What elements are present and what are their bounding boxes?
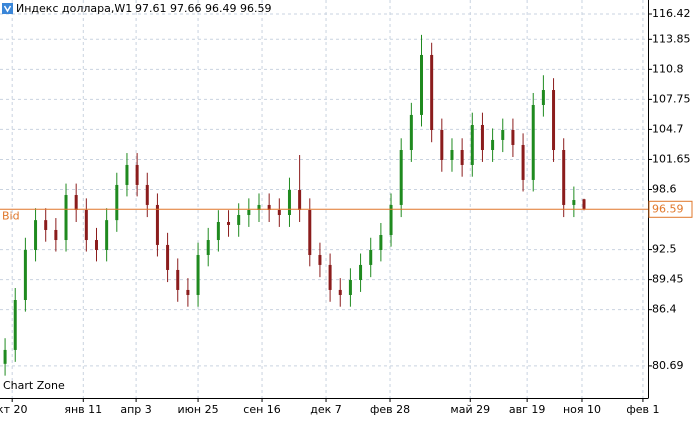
candle-body (582, 199, 586, 210)
y-tick-label: 110.8 (652, 62, 684, 75)
candle-body (277, 209, 281, 216)
low-value: 96.49 (205, 2, 237, 15)
candle-body (166, 244, 170, 270)
candle-body (196, 254, 200, 295)
candle-body (318, 254, 322, 265)
candle-body (389, 204, 393, 235)
x-tick-label: май 29 (450, 403, 490, 416)
y-tick-label: 101.65 (652, 152, 691, 165)
candle-body (541, 90, 545, 105)
y-tick-label: 107.75 (652, 92, 691, 105)
x-tick-label: ноя 10 (563, 403, 601, 416)
x-tick-label: дек 7 (310, 403, 342, 416)
candle-body (298, 189, 302, 210)
candle-body (3, 349, 7, 364)
y-tick-label: 98.6 (652, 182, 677, 195)
y-tick-label: 113.85 (652, 32, 691, 45)
candle-body (338, 289, 342, 295)
y-tick-label: 80.69 (652, 359, 684, 372)
bid-label: Bid (2, 209, 20, 222)
header: Индекс доллара,W1 97.61 97.66 96.49 96.5… (2, 2, 272, 15)
candle-body (23, 249, 27, 301)
x-tick-label: фев 28 (370, 403, 410, 416)
candle-body (359, 264, 363, 281)
candle-body (186, 289, 190, 295)
x-tick-label: апр 3 (120, 403, 151, 416)
candle-body (247, 209, 251, 216)
candle-body (115, 184, 119, 221)
candle-body (491, 139, 495, 151)
candle-body (176, 269, 180, 290)
candle-body (501, 130, 505, 140)
candle-body (409, 114, 413, 151)
y-tick-label: 89.45 (652, 273, 684, 286)
candle-body (450, 150, 454, 160)
y-tick-label: 86.4 (652, 303, 677, 316)
candle-body (511, 130, 515, 145)
x-tick-label: сен 16 (243, 403, 281, 416)
y-tick-label: 104.7 (652, 122, 684, 135)
candle-body (562, 150, 566, 205)
candle-body (237, 215, 241, 225)
candle-body (348, 280, 352, 295)
candle-body (13, 300, 17, 350)
candle-body (369, 249, 373, 265)
candle-body (440, 130, 444, 160)
candle-body (94, 240, 98, 250)
candle-body (470, 124, 474, 165)
watermark: Chart Zone (3, 379, 65, 392)
candle-body (480, 124, 484, 151)
x-tick-label: фев 1 (626, 403, 659, 416)
candle-body (125, 164, 129, 185)
y-tick-label: 92.5 (652, 243, 677, 256)
candle-body (531, 104, 535, 180)
candle-body (521, 144, 525, 180)
candle-body (145, 184, 149, 205)
candle-body (267, 204, 271, 210)
candle-body (430, 54, 434, 131)
y-tick-label: 116.42 (652, 7, 691, 20)
candle-body (287, 189, 291, 216)
candle-body (227, 221, 231, 225)
candle-body (155, 204, 159, 245)
candle-body (135, 164, 139, 185)
x-tick-label: янв 11 (64, 403, 102, 416)
candle-body (379, 234, 383, 250)
grid (0, 0, 648, 398)
candle-body (572, 200, 576, 205)
candle-body (552, 90, 556, 151)
chart-title: Индекс доллара,W1 (16, 2, 132, 15)
candle-body (54, 229, 58, 241)
icon-arrow (3, 5, 12, 13)
high-value: 97.66 (170, 2, 202, 15)
bid-price: 96.59 (652, 202, 684, 215)
candle-body (74, 195, 78, 210)
candle-body (206, 240, 210, 255)
candles (3, 34, 586, 376)
symbol-icon[interactable] (2, 3, 13, 14)
candle-body (84, 209, 88, 241)
open-value: 97.61 (135, 2, 167, 15)
x-tick-label: июн 25 (178, 403, 219, 416)
candle-body (44, 220, 48, 230)
candle-body (420, 54, 424, 115)
bid-price-box (648, 200, 693, 218)
candle-body (308, 209, 312, 255)
close-value: 96.59 (240, 2, 272, 15)
x-tick-label: авг 19 (509, 403, 546, 416)
x-tick-label: кт 20 (0, 403, 27, 416)
candle-body (460, 150, 464, 165)
candle-body (216, 221, 220, 241)
candle-body (257, 204, 261, 210)
candle-body (328, 264, 332, 290)
candle-body (105, 220, 109, 250)
candle-body (399, 150, 403, 205)
candle-body (64, 195, 68, 241)
candle-body (34, 220, 38, 250)
